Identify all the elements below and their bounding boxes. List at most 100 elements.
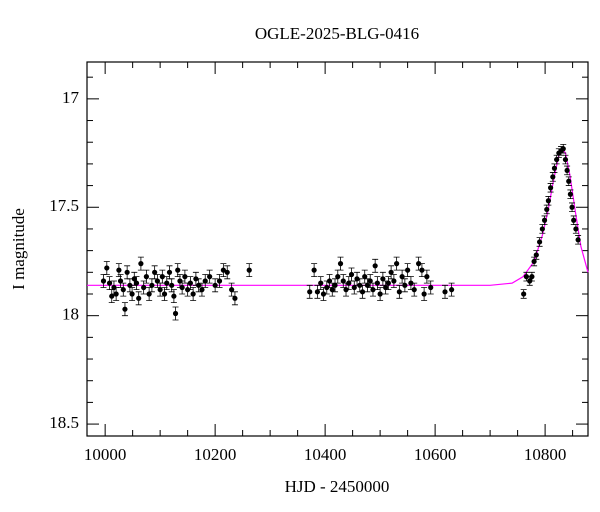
- data-point: [531, 258, 537, 265]
- data-point: [318, 280, 324, 286]
- data-point: [396, 289, 402, 295]
- data-point: [529, 274, 535, 280]
- data-point: [340, 278, 346, 284]
- data-point: [154, 278, 160, 284]
- data-point: [159, 274, 165, 280]
- plot-frame: [86, 61, 589, 437]
- data-point: [405, 267, 411, 273]
- data-point: [129, 291, 135, 297]
- y-axis-label: I magnitude: [9, 208, 28, 290]
- data-point: [523, 274, 530, 280]
- data-point: [109, 293, 115, 299]
- data-point: [232, 295, 238, 301]
- data-point: [364, 282, 371, 288]
- data-point: [564, 167, 570, 174]
- data-point: [172, 310, 179, 317]
- data-point: [416, 261, 422, 267]
- data-point: [307, 289, 313, 295]
- data-point: [566, 178, 572, 184]
- y-tick-label: 17: [62, 88, 80, 107]
- data-point: [562, 156, 569, 163]
- y-tick-label: 17.5: [49, 196, 79, 215]
- data-point: [377, 291, 383, 297]
- data-point: [362, 274, 368, 280]
- data-point: [246, 267, 252, 273]
- data-point: [385, 280, 391, 286]
- y-tick-label: 18: [62, 305, 79, 324]
- data-point: [202, 278, 208, 284]
- data-point: [402, 282, 408, 288]
- data-point: [152, 269, 158, 275]
- data-point: [348, 271, 355, 278]
- data-point: [372, 263, 378, 269]
- data-point: [537, 239, 543, 245]
- data-point: [224, 269, 230, 275]
- data-point: [113, 291, 119, 297]
- data-point: [166, 269, 173, 275]
- data-point: [149, 282, 155, 288]
- y-tick-label: 18.5: [49, 413, 79, 432]
- chart-title: OGLE-2025-BLG-0416: [255, 24, 419, 43]
- data-point: [560, 146, 566, 152]
- data-point: [332, 282, 338, 288]
- data-point: [391, 278, 397, 284]
- data-point: [169, 282, 175, 288]
- data-point: [143, 274, 149, 280]
- data-point: [411, 287, 417, 293]
- data-point: [374, 280, 380, 286]
- data-point: [117, 278, 124, 284]
- data-point: [550, 174, 556, 180]
- data-point: [122, 306, 128, 312]
- data-point: [533, 252, 539, 258]
- data-point: [359, 289, 366, 295]
- data-point: [164, 280, 170, 286]
- data-point: [116, 267, 122, 273]
- data-point: [157, 287, 163, 293]
- data-point: [161, 291, 168, 297]
- data-point: [212, 282, 218, 288]
- data-point: [106, 280, 113, 286]
- data-point: [100, 278, 107, 284]
- data-point: [335, 274, 341, 280]
- data-point: [367, 278, 373, 284]
- data-point: [207, 274, 213, 280]
- x-tick-label: 10600: [414, 445, 457, 464]
- data-point: [383, 284, 389, 291]
- data-point: [449, 287, 455, 293]
- data-point: [419, 267, 425, 273]
- data-point: [311, 267, 317, 273]
- data-point: [187, 280, 193, 286]
- data-point: [351, 284, 357, 291]
- data-point: [551, 165, 558, 171]
- data-point: [138, 261, 144, 267]
- data-point: [388, 269, 394, 275]
- data-point: [216, 278, 223, 284]
- data-point: [569, 204, 575, 210]
- data-point: [320, 291, 327, 297]
- x-tick-label: 10000: [84, 445, 127, 464]
- model-curve: [87, 147, 589, 286]
- data-point: [141, 284, 147, 291]
- x-tick-label: 10800: [524, 445, 567, 464]
- data-point: [394, 261, 400, 267]
- data-point: [104, 265, 110, 271]
- data-point: [329, 287, 335, 293]
- data-point: [199, 287, 205, 293]
- x-tick-label: 10400: [304, 445, 347, 464]
- data-point: [548, 185, 554, 191]
- data-point: [442, 289, 448, 295]
- data-point: [131, 276, 137, 282]
- data-point: [380, 276, 386, 282]
- data-point: [428, 284, 434, 291]
- data-point: [567, 191, 574, 197]
- data-point: [541, 217, 548, 223]
- data-point: [326, 278, 333, 284]
- data-point: [539, 226, 545, 232]
- data-point: [521, 291, 527, 297]
- data-point: [179, 284, 185, 291]
- data-point: [573, 226, 579, 232]
- data-point: [171, 293, 177, 299]
- data-point: [124, 269, 130, 275]
- data-point: [190, 291, 196, 297]
- data-point: [554, 156, 560, 163]
